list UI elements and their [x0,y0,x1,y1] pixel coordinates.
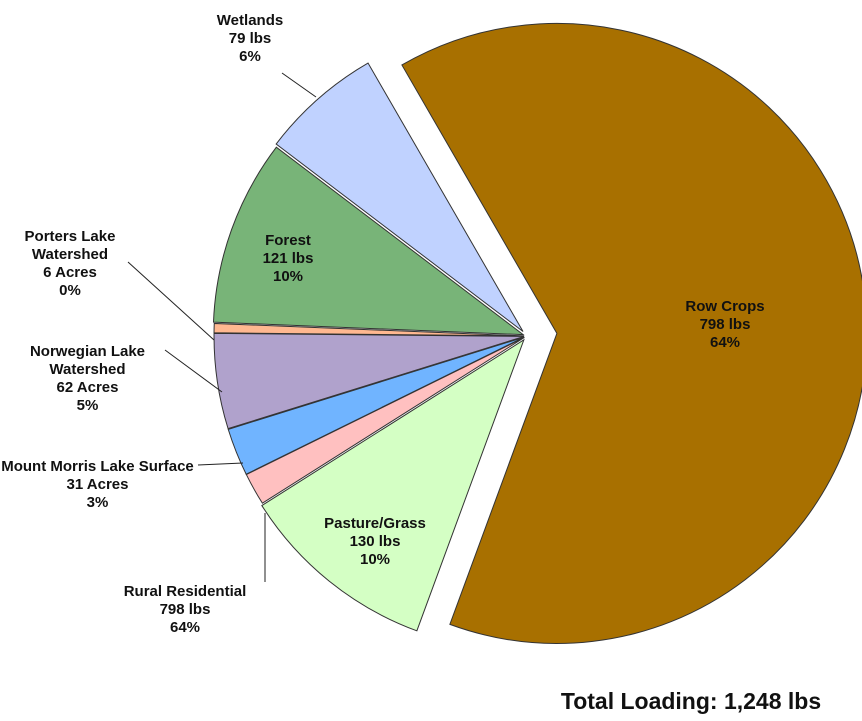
pie-slice [401,22,862,644]
slice-label-percents: 3% [86,494,109,511]
slice-label-amounts: 121 lbs [262,250,314,267]
slice-label-percents: 0% [59,282,81,299]
leader-lines [127,72,317,582]
slice-label-percents: 64% [709,334,741,351]
slice-label: Norwegian Lake Watershed 62 Acres 5% [5,343,170,415]
slice-label-percents: 10% [272,268,304,285]
slice-label-amounts: 130 lbs [349,533,401,550]
pie [212,22,862,644]
slice-label-amounts: 798 lbs [159,601,211,618]
slice-label-categories: Mount Morris Lake Surface [1,458,194,475]
slice-label-categories: Pasture/Grass [324,515,426,532]
pie-slice [212,146,525,336]
pie-slice [227,336,525,475]
leader-line [281,72,317,98]
slice-label: Wetlands 79 lbs 6% [200,12,300,66]
pie-slice [213,332,525,430]
slice-label-categories: Rural Residential [123,583,247,600]
leader-line [127,261,215,341]
slice-label-percents: 10% [359,551,391,568]
slice-label: Pasture/Grass 130 lbs 10% [305,515,445,569]
slice-label-categories: Porters Lake Watershed [24,228,116,263]
slice-label-percents: 6% [239,48,261,65]
slice-label: Porters Lake Watershed 6 Acres 0% [5,228,135,300]
slice-label-amounts: 6 Acres [43,264,97,281]
slice-label-categories: Norwegian Lake Watershed [29,343,146,378]
pie-slice [213,322,525,337]
slice-label-percents: 5% [76,397,99,414]
slice-label: Row Crops 798 lbs 64% [655,298,795,352]
leader-line [197,462,244,466]
pie-slice [275,62,524,332]
slice-label-amounts: 31 Acres [66,476,129,493]
slice-label-amounts: 798 lbs [699,316,751,333]
pie-slice [261,338,525,632]
slice-label: Mount Morris Lake Surface 31 Acres 3% [0,458,195,512]
slice-label-amounts: 79 lbs [228,30,272,47]
leader-line [164,349,223,393]
slice-label-categories: Forest [265,232,311,249]
slice-label-categories: Row Crops [685,298,765,315]
slice-label-percents: 64% [169,619,201,636]
slice-label-categories: Wetlands [216,12,284,29]
total-annotation: Total Loading: 1,248 lbs [560,688,822,714]
slice-label-amounts: 62 Acres [56,379,119,396]
slice-label: Rural Residential 798 lbs 64% [90,583,280,637]
slice-label: Forest 121 lbs 10% [228,232,348,286]
